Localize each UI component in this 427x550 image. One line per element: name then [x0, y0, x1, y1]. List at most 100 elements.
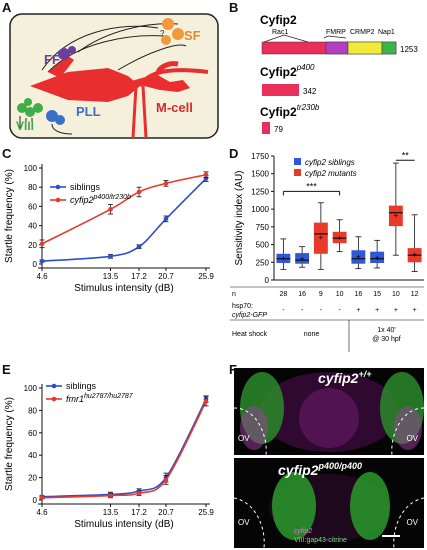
data-point [163, 181, 169, 186]
hsp-value: + [356, 307, 360, 314]
y-axis-label: Sensitivity index (AU) [234, 170, 245, 265]
panel-c-line-chart: 0 20 40 60 80 100 4.6 13.5 17.2 20.7 25.9 Stimulus … [4, 164, 214, 294]
legend-label: fmr1hu2787/hu2787 [66, 393, 134, 404]
row-label-n: n [232, 291, 236, 298]
ov-label-top-left: OV [238, 434, 250, 443]
allele1-bar [262, 84, 299, 96]
data-point [163, 216, 169, 222]
mean-marker: + [300, 255, 305, 264]
data-point [108, 493, 113, 498]
legend-label: cyfip2p400/tr230b [70, 194, 131, 205]
panel-letter-e: E [2, 362, 11, 377]
data-point [108, 206, 113, 212]
sig-stars-1: *** [306, 181, 317, 191]
x-axis-label: Stimulus intensity (dB) [74, 283, 173, 294]
heat-1x: 1x 40' [377, 327, 395, 334]
y-axis-label: Startle frequency (%) [4, 397, 15, 491]
panel-letter-c: C [2, 146, 12, 161]
row-label-hsp: hsp70: [232, 303, 253, 310]
n-value: 16 [298, 291, 306, 298]
hsp-value: - [282, 307, 285, 314]
viii-label: VIII [16, 119, 34, 133]
panel-e-line-chart: 0 20 40 60 80 100 4.6 13.5 17.2 20.7 25.9 Stimulus … [4, 381, 214, 530]
data-point [39, 241, 45, 247]
microscopy-top: cyfip2+/+ OV OV [234, 368, 424, 455]
domain-nap1: Nap1 [378, 29, 395, 36]
box [313, 222, 328, 254]
mean-marker: + [412, 250, 417, 259]
domain-crmp2: CRMP2 [350, 29, 375, 36]
y-tick-label: 1750 [251, 152, 269, 161]
legend-cyfip2: cyfip2 [294, 528, 313, 535]
series-line-0 [41, 398, 207, 498]
full-length-value: 1253 [400, 45, 418, 54]
ff-neuron-icon [58, 46, 76, 60]
heat-30hpf: @ 30 hpf [372, 336, 401, 343]
x-tick-label: 13.5 [103, 272, 119, 281]
data-point [39, 258, 45, 264]
allele1-sup: p400 [296, 63, 315, 72]
x-tick-label: 20.7 [158, 272, 174, 281]
series-line-0 [41, 177, 207, 262]
y-tick-label: 0 [33, 260, 38, 269]
sf-label: SF [184, 28, 201, 43]
panel-b-protein-diagram: Cyfip2 Rac1 FMRP CRMP2 Nap1 1253 Cyfip2p… [260, 13, 418, 134]
data-point [136, 189, 142, 195]
allele2-bar [262, 122, 270, 134]
mean-marker: + [356, 253, 361, 262]
allele2-length: 79 [274, 125, 283, 134]
mean-marker: + [375, 253, 380, 262]
mean-marker: + [394, 211, 399, 220]
y-tick-label: 750 [256, 223, 270, 232]
x-tick-label: 25.9 [198, 272, 214, 281]
n-value: 12 [411, 291, 419, 298]
legend-label: siblings [70, 182, 101, 192]
svg-text:Cyfip2p400: Cyfip2p400 [260, 63, 315, 79]
ov-label-bottom-left: OV [238, 518, 250, 527]
y-tick-label: 40 [28, 222, 37, 231]
y-tick-label: 60 [28, 202, 37, 211]
y-tick-label: 250 [256, 258, 270, 267]
legend-marker [51, 383, 57, 389]
y-tick-label: 0 [265, 276, 270, 285]
legend-label: siblings [66, 381, 97, 391]
y-tick-label: 100 [24, 164, 38, 173]
n-value: 9 [319, 291, 323, 298]
series-line-1 [41, 173, 207, 245]
n-value: 28 [279, 291, 287, 298]
y-tick-label: 1500 [251, 170, 269, 179]
row-label-gfp: cyfip2-GFP [232, 312, 267, 319]
box [295, 253, 310, 264]
y-tick-label: 1000 [251, 205, 269, 214]
mean-marker: + [281, 254, 286, 263]
panel-letter-f: F [229, 362, 237, 377]
data-point [136, 490, 142, 496]
row-label-heat: Heat shock [232, 331, 268, 338]
hsp-value: + [375, 307, 379, 314]
ff-label: FF [44, 52, 60, 67]
mean-marker: + [337, 233, 342, 242]
hsp-value: - [301, 307, 304, 314]
panel-letter-d: D [229, 146, 239, 161]
y-tick-label: 80 [28, 183, 37, 192]
legend-marker [55, 197, 61, 203]
ov-label-bottom-right: OV [406, 518, 418, 527]
y-axis-label: Startle frequency (%) [4, 169, 15, 263]
hsp-value: + [394, 307, 398, 314]
panel-d-box-chart: 0 250 500 750 1000 1250 1500 1750 Sensitivity in… [230, 150, 424, 352]
domain-fmrp: FMRP [326, 29, 346, 36]
ov-label-top-right: OV [406, 434, 418, 443]
data-point [203, 399, 209, 404]
box [332, 231, 347, 244]
data-point [39, 495, 45, 501]
hsp-value: - [338, 307, 341, 314]
panel-a-diagram: FF SF ? PLL VIII M-cell [9, 13, 219, 139]
x-tick-label: 20.7 [158, 508, 174, 517]
x-tick-label: 4.6 [36, 272, 48, 281]
svg-text:Cyfip2tr230b: Cyfip2tr230b [260, 103, 320, 119]
protein-title: Cyfip2 [260, 13, 297, 27]
y-tick-label: 100 [24, 384, 38, 393]
bottom-genotype-label: cyfip2p400/p400 [278, 461, 362, 478]
x-tick-label: 4.6 [36, 508, 48, 517]
legend-marker [51, 396, 57, 402]
